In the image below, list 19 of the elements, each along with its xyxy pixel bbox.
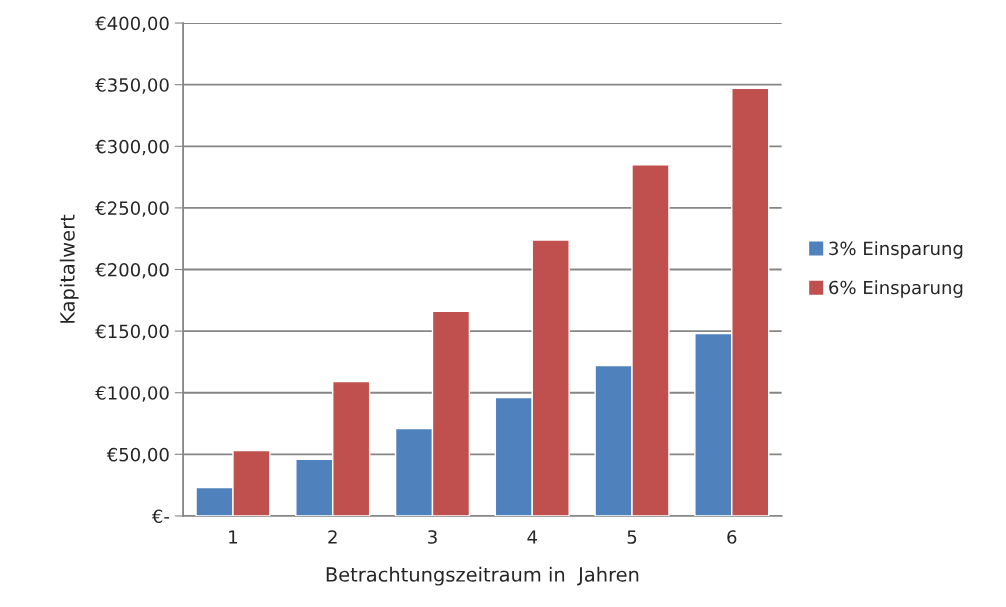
- y-axis-title: Kapitalwert: [59, 214, 79, 323]
- x-tick-label: 6: [727, 530, 737, 544]
- x-tick-label: 5: [627, 530, 637, 544]
- y-tick-label: €50,00: [106, 447, 169, 464]
- x-tick-label: 4: [527, 530, 537, 544]
- x-axis-title: Betrachtungszeitraum in Jahren: [326, 566, 639, 586]
- x-tick-label: 3: [428, 530, 437, 544]
- y-tick-label: €-: [151, 509, 170, 524]
- x-tick-label: 2: [328, 530, 337, 544]
- legend-label: 3% Einsparung: [829, 241, 963, 259]
- y-tick-label: €100,00: [95, 386, 169, 402]
- y-tick-label: €250,00: [95, 201, 169, 217]
- x-tick-label: 1: [229, 530, 238, 544]
- y-tick-label: €200,00: [95, 262, 169, 279]
- y-tick-label: €400,00: [95, 16, 169, 33]
- y-tick-label: €300,00: [95, 139, 169, 156]
- y-tick-label: €150,00: [95, 324, 169, 341]
- y-tick-label: €350,00: [95, 78, 169, 94]
- legend-label: 6% Einsparung: [829, 280, 963, 298]
